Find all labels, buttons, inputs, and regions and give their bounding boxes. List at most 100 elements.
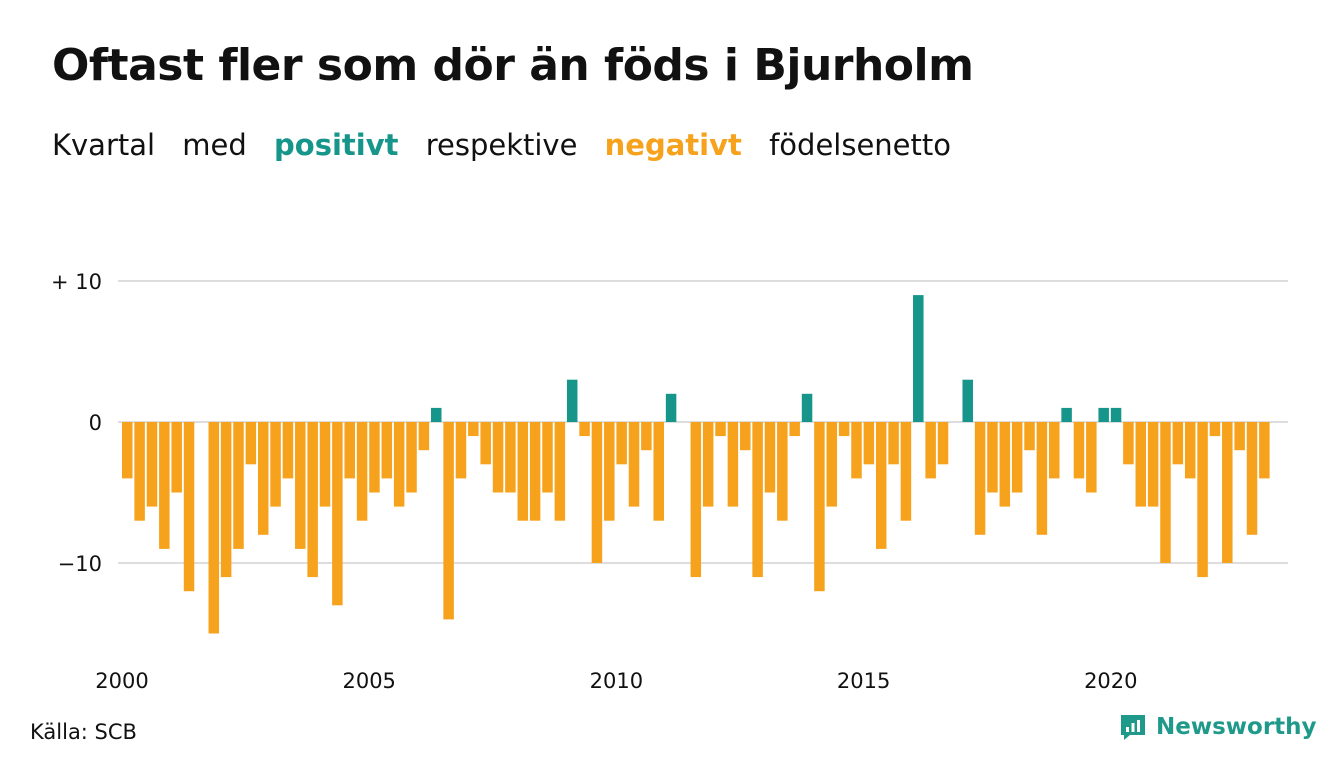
bar (863, 422, 875, 465)
bar (1234, 422, 1245, 451)
bar (468, 422, 479, 437)
bar (789, 422, 800, 437)
bar (925, 422, 936, 479)
x-tick-label: 2005 (342, 669, 395, 693)
subtitle-part-4: födelsenetto (769, 128, 951, 162)
source-note: Källa: SCB (30, 720, 137, 744)
bar (270, 422, 281, 507)
bar (480, 422, 491, 465)
x-tick-label: 2000 (95, 669, 148, 693)
bar (974, 422, 986, 535)
y-tick-label: 0 (89, 411, 102, 435)
bar (517, 422, 529, 521)
bar (1049, 422, 1060, 479)
bar (295, 422, 306, 549)
bar (1222, 422, 1233, 563)
bar (1011, 422, 1023, 493)
bar (875, 422, 887, 549)
bar (319, 422, 331, 507)
bar (356, 422, 368, 521)
bar (1061, 407, 1072, 422)
bar (369, 422, 380, 493)
bar (381, 422, 393, 479)
bar (443, 422, 454, 620)
bar (257, 422, 269, 535)
bar (1184, 422, 1196, 479)
bar (245, 422, 257, 465)
bar (826, 422, 838, 507)
bar (492, 422, 504, 493)
bar (220, 422, 232, 578)
subtitle-part-2: med (182, 128, 247, 162)
bar (146, 422, 158, 507)
bar (616, 422, 627, 465)
bar (505, 422, 516, 493)
bar (134, 422, 145, 521)
bar (307, 422, 318, 578)
bar (159, 422, 170, 549)
chart-bubble-icon (1121, 715, 1145, 740)
bar (987, 422, 998, 493)
bar (999, 422, 1011, 507)
bar (690, 422, 702, 578)
chart-subtitle: Kvartal med positivt respektive negativt… (52, 128, 969, 162)
bar (727, 422, 739, 507)
x-tick-label: 2010 (590, 669, 643, 693)
bar (431, 407, 442, 422)
bar (554, 422, 566, 521)
chart-title: Oftast fler som dör än föds i Bjurholm (52, 40, 974, 91)
bar (1172, 422, 1184, 465)
bar (208, 422, 220, 634)
bar (1160, 422, 1171, 563)
subtitle-positive: positivt (274, 128, 399, 162)
bar (1098, 407, 1109, 422)
bar (418, 422, 430, 451)
brand-name: Newsworthy (1156, 714, 1317, 740)
bar (171, 422, 182, 493)
bar (653, 422, 664, 521)
bar (1036, 422, 1048, 535)
bar (332, 422, 343, 606)
bar (1246, 422, 1258, 535)
bar (838, 422, 850, 437)
bar (1135, 422, 1147, 507)
bar (1073, 422, 1085, 479)
y-tick-label: −10 (58, 552, 102, 576)
bar (1086, 422, 1097, 493)
subtitle-negative: negativt (604, 128, 742, 162)
bar (1123, 422, 1134, 465)
subtitle-part-1: Kvartal (52, 128, 156, 162)
bar (641, 422, 652, 451)
bar (628, 422, 640, 507)
brand-logo: Newsworthy (1118, 712, 1317, 742)
bar (1147, 422, 1159, 507)
bar (764, 422, 776, 493)
bar (122, 422, 133, 479)
bar (937, 422, 949, 465)
bar (1110, 407, 1122, 422)
bar (851, 422, 862, 479)
bar (801, 393, 813, 422)
bar (740, 422, 751, 451)
bar (282, 422, 294, 479)
bar (702, 422, 714, 507)
bar (962, 379, 973, 422)
bar (1197, 422, 1208, 578)
bar (455, 422, 467, 479)
bar (344, 422, 355, 479)
bar (591, 422, 603, 563)
bar (665, 393, 677, 422)
bar (1209, 422, 1221, 437)
bar (1024, 422, 1035, 451)
bar (542, 422, 553, 493)
bar-chart: + 10 0 −10 2000 2005 2010 2015 2020 (51, 270, 1288, 693)
bar (913, 295, 924, 422)
bar (566, 379, 578, 422)
bar (1259, 422, 1270, 479)
bar (888, 422, 899, 465)
bar (604, 422, 615, 521)
subtitle-part-3: respektive (425, 128, 578, 162)
bar (579, 422, 590, 437)
bar (183, 422, 195, 592)
y-tick-label: + 10 (51, 270, 102, 294)
